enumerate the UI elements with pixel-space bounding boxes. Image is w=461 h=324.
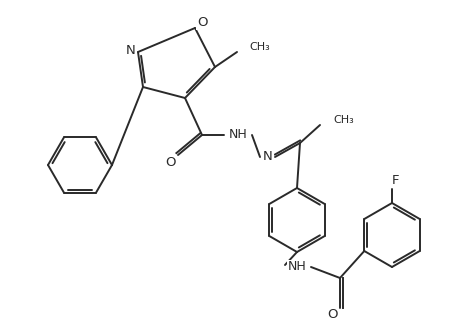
- Text: N: N: [263, 151, 273, 164]
- Text: N: N: [126, 43, 136, 56]
- Text: NH: NH: [288, 260, 307, 273]
- Text: CH₃: CH₃: [249, 42, 270, 52]
- Text: O: O: [197, 17, 207, 29]
- Text: CH₃: CH₃: [333, 115, 354, 125]
- Text: O: O: [165, 156, 175, 168]
- Text: O: O: [327, 308, 337, 321]
- Text: F: F: [391, 175, 399, 188]
- Text: NH: NH: [229, 129, 248, 142]
